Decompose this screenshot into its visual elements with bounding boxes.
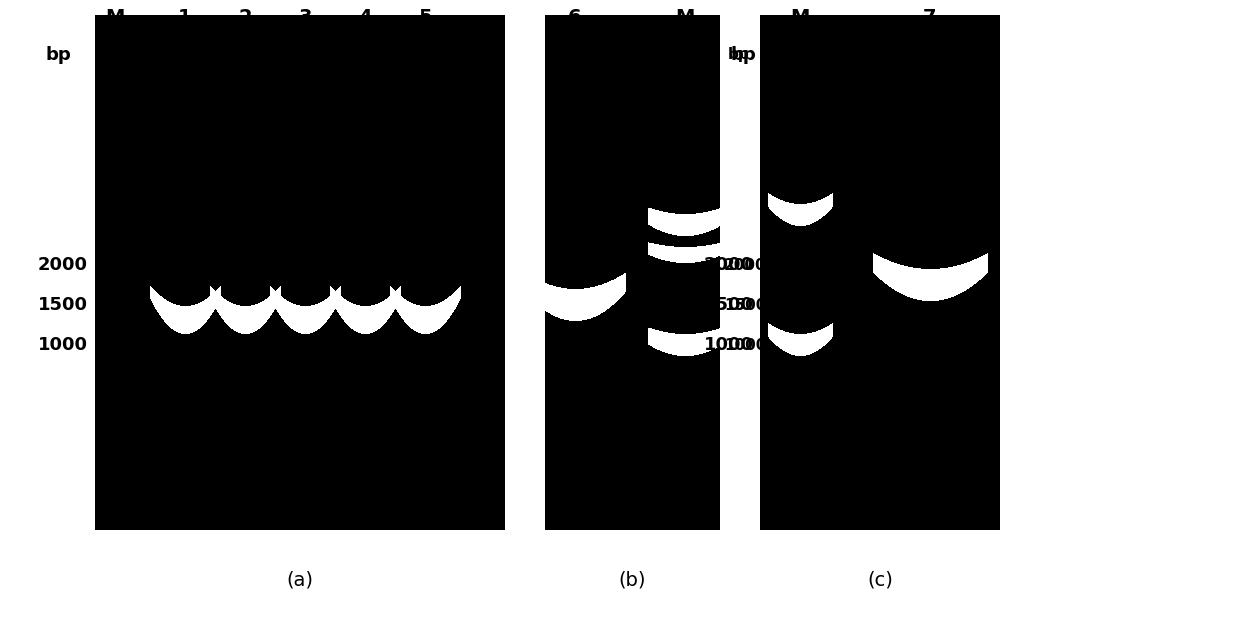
Text: (b): (b) xyxy=(618,571,646,589)
Text: 7: 7 xyxy=(923,8,937,27)
Text: 1500: 1500 xyxy=(724,298,767,313)
Text: 5: 5 xyxy=(419,8,432,27)
Text: 1500: 1500 xyxy=(38,296,88,314)
Text: 2000: 2000 xyxy=(38,256,88,274)
Text: (a): (a) xyxy=(286,571,313,589)
Text: bp: bp xyxy=(730,46,756,64)
Text: bp: bp xyxy=(45,46,71,64)
Text: 1500: 1500 xyxy=(704,296,755,314)
Text: 2: 2 xyxy=(238,8,252,27)
Text: M: M xyxy=(675,8,695,27)
Text: 1000: 1000 xyxy=(38,336,88,354)
Text: M: M xyxy=(790,8,810,27)
Text: 1000: 1000 xyxy=(704,336,755,354)
Text: 4: 4 xyxy=(358,8,372,27)
Text: 2000: 2000 xyxy=(724,257,767,272)
Text: 3: 3 xyxy=(299,8,312,27)
Text: bp: bp xyxy=(729,48,750,62)
Text: 6: 6 xyxy=(569,8,582,27)
Text: M: M xyxy=(105,8,125,27)
Text: 2000: 2000 xyxy=(704,256,755,274)
Text: (c): (c) xyxy=(867,571,893,589)
Text: 1: 1 xyxy=(178,8,192,27)
Text: 1000: 1000 xyxy=(724,338,767,352)
